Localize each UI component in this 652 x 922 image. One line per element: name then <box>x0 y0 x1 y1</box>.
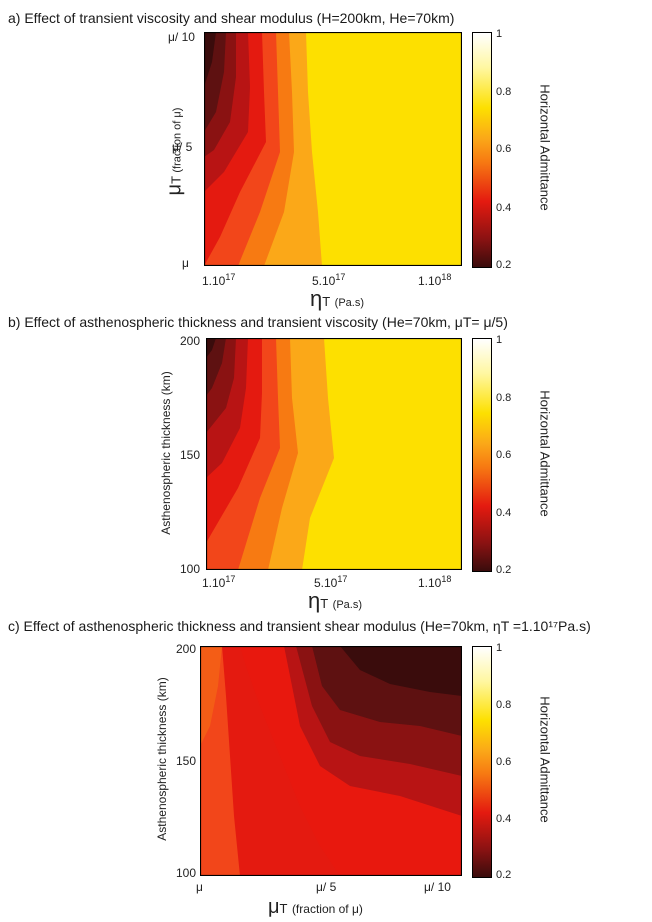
a-colorbar-label: Horizontal Admittance <box>537 84 553 211</box>
b-cb-tick-06: 0.6 <box>496 449 512 461</box>
c-colorbar-label: Horizontal Admittance <box>537 696 553 823</box>
a-level-dark2 <box>204 32 216 87</box>
b-colorbar-label: Horizontal Admittance <box>537 390 553 517</box>
a-cb-tick-04: 0.4 <box>496 202 512 214</box>
panel-a-heatmap <box>204 32 462 266</box>
c-xtick-mu10: μ/ 10 <box>424 880 451 894</box>
b-ylabel: Asthenospheric thickness (km) <box>159 371 173 535</box>
panel-b-heatmap <box>206 338 462 570</box>
a-colorbar <box>472 32 492 268</box>
a-ytick-top: μ/ 10 <box>168 30 195 44</box>
c-ytick-200: 200 <box>176 642 197 656</box>
c-ylabel: Asthenospheric thickness (km) <box>155 677 169 841</box>
panel-c-title: c) Effect of asthenospheric thickness an… <box>8 618 591 634</box>
a-cb-tick-1: 1 <box>496 28 503 40</box>
b-ytick-150: 150 <box>180 448 201 462</box>
c-level-orange-left <box>200 646 222 746</box>
c-colorbar <box>472 646 492 878</box>
a-xtick-2: 5.1017 <box>312 272 346 288</box>
panel-c-heatmap <box>200 646 462 876</box>
b-ytick-200: 200 <box>180 334 201 348</box>
b-xlabel: ηT (Pa.s) <box>308 588 362 613</box>
b-cb-tick-1: 1 <box>496 334 503 346</box>
a-cb-tick-08: 0.8 <box>496 86 512 98</box>
a-xlabel: ηT (Pa.s) <box>310 286 364 311</box>
c-cb-tick-08: 0.8 <box>496 699 512 711</box>
c-xlabel: μT (fraction of μ) <box>268 896 363 918</box>
a-xtick-3: 1.1018 <box>418 272 452 288</box>
panel-b-title: b) Effect of asthenospheric thickness an… <box>8 314 508 330</box>
c-level-darkest <box>340 646 462 696</box>
a-cb-tick-06: 0.6 <box>496 143 512 155</box>
c-ytick-100: 100 <box>176 866 197 880</box>
b-cb-tick-02: 0.2 <box>496 564 512 576</box>
b-colorbar <box>472 338 492 572</box>
c-xtick-mu5: μ/ 5 <box>316 880 337 894</box>
a-xtick-1: 1.1017 <box>202 272 236 288</box>
a-cb-tick-02: 0.2 <box>496 259 512 271</box>
a-ytick-mid: μ/ 5 <box>172 140 193 154</box>
b-ytick-100: 100 <box>180 562 201 576</box>
b-cb-tick-08: 0.8 <box>496 392 512 404</box>
b-xtick-2: 5.1017 <box>314 574 348 590</box>
b-level-dark1 <box>206 338 226 396</box>
c-cb-tick-06: 0.6 <box>496 756 512 768</box>
c-ytick-150: 150 <box>176 754 197 768</box>
a-ytick-bottom: μ <box>182 256 189 270</box>
b-xtick-1: 1.1017 <box>202 574 236 590</box>
c-cb-tick-04: 0.4 <box>496 813 512 825</box>
c-xtick-mu: μ <box>196 880 203 894</box>
b-level-dark2 <box>206 338 216 358</box>
a-ylabel: μT (fraction of μ) <box>163 107 186 196</box>
b-cb-tick-04: 0.4 <box>496 507 512 519</box>
b-xtick-3: 1.1018 <box>418 574 452 590</box>
c-cb-tick-1: 1 <box>496 642 503 654</box>
panel-a-title: a) Effect of transient viscosity and she… <box>8 10 455 26</box>
c-cb-tick-02: 0.2 <box>496 869 512 881</box>
